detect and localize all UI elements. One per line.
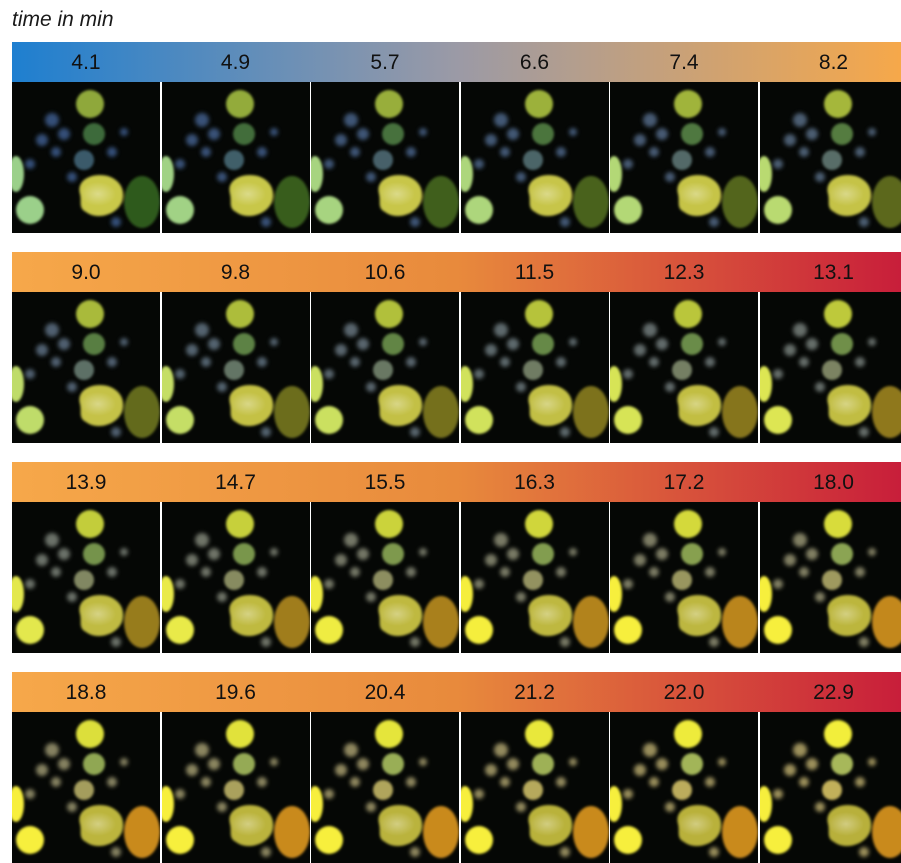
microscopy-frame (461, 292, 609, 443)
microscopy-frame (760, 292, 901, 443)
microscopy-frame (162, 502, 310, 653)
microscopy-frame (760, 82, 901, 233)
time-label: 4.1 (12, 42, 160, 82)
time-label: 8.2 (760, 42, 901, 82)
time-label: 6.6 (461, 42, 609, 82)
time-label: 22.9 (760, 672, 901, 712)
microscopy-frame (461, 82, 609, 233)
time-label: 9.0 (12, 252, 160, 292)
microscopy-frame (162, 292, 310, 443)
microscopy-frame (610, 712, 758, 863)
time-label: 16.3 (461, 462, 609, 502)
microscopy-frame (162, 82, 310, 233)
time-label: 14.7 (162, 462, 310, 502)
microscopy-frame (610, 502, 758, 653)
microscopy-frame (12, 292, 160, 443)
time-label: 15.5 (311, 462, 459, 502)
microscopy-frame (760, 712, 901, 863)
microscopy-frame (12, 502, 160, 653)
microscopy-frame (12, 82, 160, 233)
microscopy-frame (461, 502, 609, 653)
microscopy-frame (311, 292, 459, 443)
figure-caption-time: time in min (12, 8, 114, 32)
time-label: 18.0 (760, 462, 901, 502)
microscopy-frame (311, 712, 459, 863)
time-label: 7.4 (610, 42, 758, 82)
time-label: 20.4 (311, 672, 459, 712)
microscopy-frame (461, 712, 609, 863)
microscopy-frame (760, 502, 901, 653)
microscopy-frame (162, 712, 310, 863)
frame-strip (12, 82, 901, 233)
microscopy-frame (610, 82, 758, 233)
time-label: 22.0 (610, 672, 758, 712)
time-label: 21.2 (461, 672, 609, 712)
frame-strip (12, 292, 901, 443)
time-label: 13.9 (12, 462, 160, 502)
time-label: 17.2 (610, 462, 758, 502)
time-label: 10.6 (311, 252, 459, 292)
microscopy-frame (311, 502, 459, 653)
time-label: 19.6 (162, 672, 310, 712)
time-label: 18.8 (12, 672, 160, 712)
frame-strip (12, 502, 901, 653)
microscopy-frame (610, 292, 758, 443)
microscopy-frame (311, 82, 459, 233)
time-label: 9.8 (162, 252, 310, 292)
time-label: 13.1 (760, 252, 901, 292)
frame-strip (12, 712, 901, 863)
time-label: 5.7 (311, 42, 459, 82)
time-label: 12.3 (610, 252, 758, 292)
time-label: 4.9 (162, 42, 310, 82)
microscopy-frame (12, 712, 160, 863)
time-label: 11.5 (461, 252, 609, 292)
